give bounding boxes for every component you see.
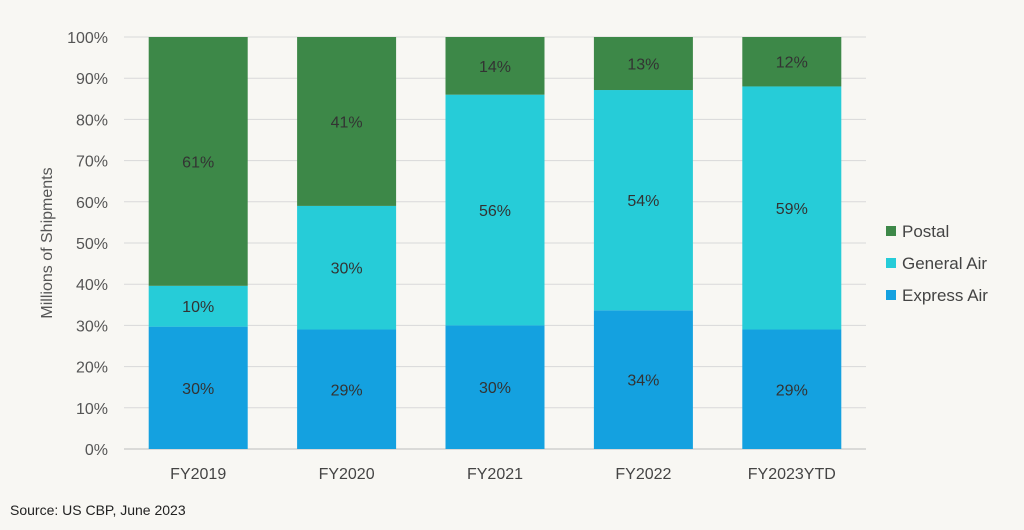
- y-tick-label: 90%: [76, 71, 108, 88]
- legend-swatch: [886, 290, 896, 300]
- y-axis-label: Millions of Shipments: [39, 167, 56, 318]
- data-label: 56%: [479, 203, 511, 220]
- data-label: 12%: [776, 55, 808, 72]
- bar-segment-general-air: [445, 94, 545, 326]
- data-label: 30%: [182, 381, 214, 398]
- bar-segment-express-air: [445, 325, 545, 449]
- bar-segment-general-air: [297, 205, 397, 330]
- y-tick-label: 60%: [76, 195, 108, 212]
- y-tick-label: 70%: [76, 154, 108, 171]
- data-label: 34%: [627, 373, 659, 390]
- y-tick-label: 40%: [76, 277, 108, 294]
- y-axis-ticks: 0% 10% 20% 30% 40% 50% 60% 70% 80% 90% 100%: [67, 30, 108, 459]
- data-label: 14%: [479, 59, 511, 76]
- y-tick-label: 0%: [85, 442, 108, 459]
- x-tick-label: FY2021: [467, 466, 523, 483]
- bars: 30% 10% 61% 29% 30% 41% 30% 56% 14% 34% 54% 13% 29% 5…: [148, 37, 842, 449]
- bar-segment-postal: [297, 37, 397, 206]
- y-tick-label: 100%: [67, 30, 108, 47]
- bar-segment-postal: [445, 37, 545, 95]
- bar-segment-postal: [593, 37, 693, 91]
- data-label: 61%: [182, 154, 214, 171]
- data-label: 30%: [331, 261, 363, 278]
- y-tick-label: 10%: [76, 401, 108, 418]
- data-label: 13%: [627, 57, 659, 74]
- bar-segment-general-air: [593, 90, 693, 311]
- x-axis-ticks: FY2019 FY2020 FY2021 FY2022 FY2023YTD: [170, 466, 836, 483]
- legend-swatch: [886, 226, 896, 236]
- data-label: 30%: [479, 380, 511, 397]
- y-tick-label: 30%: [76, 318, 108, 335]
- bar-segment-general-air: [148, 285, 248, 327]
- bar-segment-express-air: [148, 326, 248, 449]
- legend-label: Postal: [902, 222, 949, 241]
- data-label: 59%: [776, 201, 808, 218]
- legend-label: General Air: [902, 254, 987, 273]
- x-tick-label: FY2023YTD: [748, 466, 836, 483]
- bar-segment-express-air: [742, 329, 842, 449]
- legend: Postal General Air Express Air: [886, 222, 988, 305]
- x-tick-label: FY2020: [319, 466, 375, 483]
- data-label: 41%: [331, 114, 363, 131]
- legend-swatch: [886, 258, 896, 268]
- bar-segment-general-air: [742, 86, 842, 330]
- bar-segment-express-air: [297, 329, 397, 449]
- data-label: 29%: [776, 382, 808, 399]
- x-tick-label: FY2019: [170, 466, 226, 483]
- data-label: 29%: [331, 382, 363, 399]
- bar-segment-express-air: [593, 310, 693, 449]
- y-tick-label: 50%: [76, 236, 108, 253]
- y-tick-label: 80%: [76, 112, 108, 129]
- data-label: 10%: [182, 299, 214, 316]
- data-label: 54%: [627, 193, 659, 210]
- y-tick-label: 20%: [76, 360, 108, 377]
- source-note: Source: US CBP, June 2023: [10, 502, 186, 518]
- legend-label: Express Air: [902, 286, 988, 305]
- bar-segment-postal: [742, 37, 842, 87]
- x-tick-label: FY2022: [615, 466, 671, 483]
- bar-segment-postal: [148, 37, 248, 286]
